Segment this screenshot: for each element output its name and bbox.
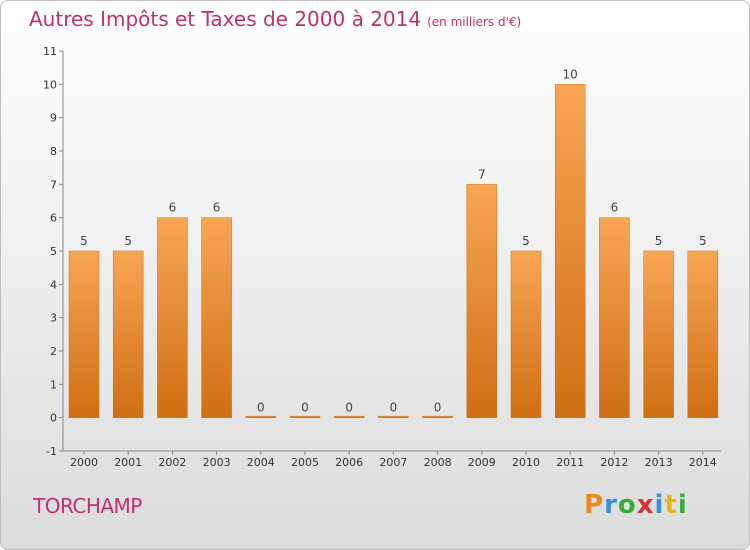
x-tick-label-2005: 2005 [291, 456, 319, 469]
data-label-2014: 5 [699, 234, 707, 248]
bar-2014 [687, 250, 719, 418]
y-tick-label: 6 [50, 212, 57, 225]
y-tick-label: 5 [50, 245, 57, 258]
x-tick-label-2006: 2006 [335, 456, 363, 469]
y-tick-label: 9 [50, 112, 57, 125]
y-tick-label: 7 [50, 178, 57, 191]
bar-2010 [510, 250, 542, 418]
bar-2001 [112, 250, 144, 418]
chart-title-text: Autres Impôts et Taxes de 2000 à 2014 [29, 7, 422, 31]
x-tick-label-2007: 2007 [379, 456, 407, 469]
y-tick-label: 2 [50, 345, 57, 358]
data-label-2010: 5 [522, 234, 530, 248]
data-label-2006: 0 [345, 401, 353, 415]
bar-2008 [422, 415, 453, 418]
x-tick-label-2000: 2000 [70, 456, 98, 469]
x-tick-label-2009: 2009 [468, 456, 496, 469]
x-tick-label-2001: 2001 [114, 456, 142, 469]
y-tick-label: 8 [50, 145, 57, 158]
proxiti-logo: Proxiti [584, 490, 688, 520]
data-label-2007: 0 [390, 401, 398, 415]
commune-name: TORCHAMP [33, 494, 142, 518]
x-tick-label-2010: 2010 [512, 456, 540, 469]
bar-2009 [466, 184, 498, 418]
y-tick-label: 1 [50, 378, 57, 391]
bar-2013 [643, 250, 674, 418]
x-tick-label-2008: 2008 [424, 456, 452, 469]
data-label-2000: 5 [80, 234, 88, 248]
y-tick-label: 3 [50, 312, 57, 325]
chart-unit: (en milliers d'€) [427, 15, 522, 29]
y-tick-label: 4 [50, 278, 57, 291]
x-tick-label-2014: 2014 [689, 456, 717, 469]
x-tick-label-2004: 2004 [247, 456, 275, 469]
data-label-2011: 10 [563, 67, 578, 81]
bar-2011 [554, 84, 586, 418]
x-tick-label-2012: 2012 [600, 456, 628, 469]
y-tick-label: -1 [46, 445, 57, 458]
bar-2005 [289, 415, 321, 418]
bar-2000 [68, 250, 100, 418]
data-label-2008: 0 [434, 401, 442, 415]
data-label-2005: 0 [301, 401, 309, 415]
bar-2004 [245, 415, 277, 418]
y-tick-label: 0 [50, 412, 57, 425]
data-label-2013: 5 [655, 234, 663, 248]
data-label-2001: 5 [124, 234, 132, 248]
y-tick-label: 11 [43, 45, 57, 58]
x-tick-label-2013: 2013 [645, 456, 673, 469]
bar-2007 [378, 415, 409, 418]
data-label-2009: 7 [478, 167, 486, 181]
data-label-2012: 6 [611, 201, 619, 215]
chart-title: Autres Impôts et Taxes de 2000 à 2014 (en… [29, 7, 521, 31]
data-label-2004: 0 [257, 401, 265, 415]
x-tick-label-2011: 2011 [556, 456, 584, 469]
x-tick-label-2003: 2003 [203, 456, 231, 469]
data-label-2003: 6 [213, 201, 221, 215]
bar-2006 [333, 415, 365, 418]
bar-2002 [157, 217, 188, 418]
bar-2003 [201, 217, 232, 418]
y-tick-label: 10 [43, 78, 57, 91]
x-tick-label-2002: 2002 [158, 456, 186, 469]
data-label-2002: 6 [169, 201, 177, 215]
bar-2012 [599, 217, 630, 418]
